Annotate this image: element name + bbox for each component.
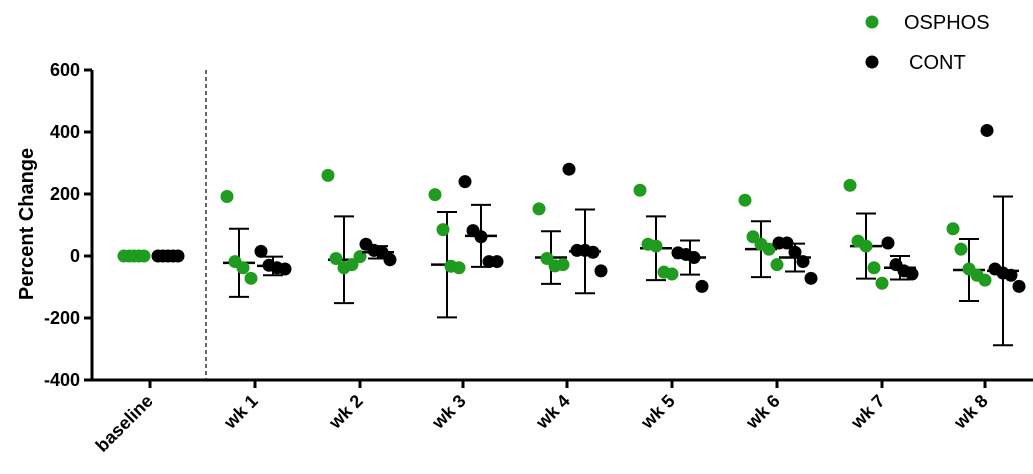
data-point: [321, 168, 335, 182]
data-point: [254, 244, 268, 258]
y-tick-label: -400: [44, 370, 80, 390]
data-point: [278, 262, 292, 276]
y-axis-title: Percent Change: [16, 148, 38, 300]
data-point: [859, 239, 873, 253]
data-point: [562, 162, 576, 176]
x-tick-label: wk 6: [741, 391, 783, 433]
data-point: [905, 267, 919, 281]
data-point: [762, 242, 776, 256]
data-point: [946, 222, 960, 236]
data-point: [329, 251, 343, 265]
data-point: [556, 258, 570, 272]
data-point: [452, 261, 466, 275]
data-point: [780, 236, 794, 250]
x-tick-label: wk 1: [219, 391, 261, 433]
legend-label: OSPHOS: [904, 12, 990, 34]
x-tick-label: wk 4: [531, 391, 573, 433]
x-tick-label: wk 7: [846, 391, 888, 433]
data-point: [649, 239, 663, 253]
series-osphos: [117, 168, 992, 319]
data-point: [980, 123, 994, 137]
x-tick-label: wk 8: [949, 391, 991, 433]
data-point: [804, 271, 818, 285]
x-tick-label: wk 3: [427, 391, 469, 433]
data-point: [881, 236, 895, 250]
data-point: [474, 230, 488, 244]
x-tick-label: baseline: [92, 391, 157, 456]
y-tick-label: 600: [50, 60, 80, 80]
legend: OSPHOS CONT: [865, 12, 990, 74]
data-point: [738, 193, 752, 207]
data-point: [665, 267, 679, 281]
data-point: [244, 271, 258, 285]
legend-marker: [865, 55, 879, 69]
data-point: [875, 276, 889, 290]
data-point: [978, 273, 992, 287]
data-point: [428, 188, 442, 202]
legend-label: CONT: [909, 52, 966, 74]
data-marks: [117, 123, 1026, 347]
data-point: [383, 253, 397, 267]
data-point: [171, 249, 185, 263]
data-point: [796, 255, 810, 269]
data-point: [687, 251, 701, 265]
data-point: [867, 261, 881, 275]
data-point: [137, 249, 151, 263]
legend-marker: [865, 15, 879, 29]
series-cont: [151, 123, 1026, 347]
data-point: [345, 258, 359, 272]
data-point: [236, 261, 250, 275]
x-tick-label: wk 2: [324, 391, 366, 433]
data-point: [220, 189, 234, 203]
data-point: [436, 223, 450, 237]
y-tick-label: 0: [70, 246, 80, 266]
y-tick-label: -200: [44, 308, 80, 328]
data-point: [586, 245, 600, 259]
y-tick-label: 200: [50, 184, 80, 204]
data-point: [594, 264, 608, 278]
data-point: [458, 175, 472, 189]
data-point: [843, 178, 857, 192]
data-point: [954, 242, 968, 256]
data-point: [490, 255, 504, 269]
data-point: [1012, 279, 1026, 293]
data-point: [1004, 268, 1018, 282]
data-point: [695, 279, 709, 293]
data-point: [770, 258, 784, 272]
data-point: [788, 245, 802, 259]
data-point: [633, 183, 647, 197]
data-point: [532, 202, 546, 216]
x-tick-label: wk 5: [636, 391, 678, 433]
y-tick-label: 400: [50, 122, 80, 142]
